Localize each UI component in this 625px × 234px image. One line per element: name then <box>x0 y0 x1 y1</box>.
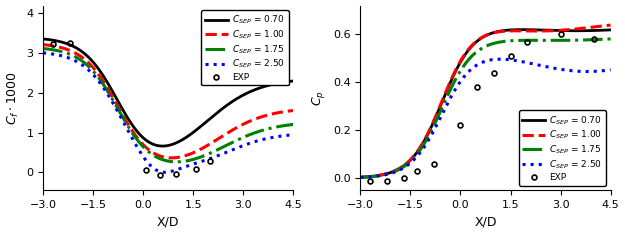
Legend: $C_{SEP}$ = 0.70, $C_{SEP}$ = 1.00, $C_{SEP}$ = 1.75, $C_{SEP}$ = 2.50, EXP: $C_{SEP}$ = 0.70, $C_{SEP}$ = 1.00, $C_{… <box>201 10 289 85</box>
Y-axis label: $C_f \cdot 1000$: $C_f \cdot 1000$ <box>6 71 21 125</box>
X-axis label: X/D: X/D <box>474 216 497 228</box>
Y-axis label: $C_p$: $C_p$ <box>311 90 328 106</box>
X-axis label: X/D: X/D <box>157 216 179 228</box>
Legend: $C_{SEP}$ = 0.70, $C_{SEP}$ = 1.00, $C_{SEP}$ = 1.75, $C_{SEP}$ = 2.50, EXP: $C_{SEP}$ = 0.70, $C_{SEP}$ = 1.00, $C_{… <box>519 110 606 186</box>
